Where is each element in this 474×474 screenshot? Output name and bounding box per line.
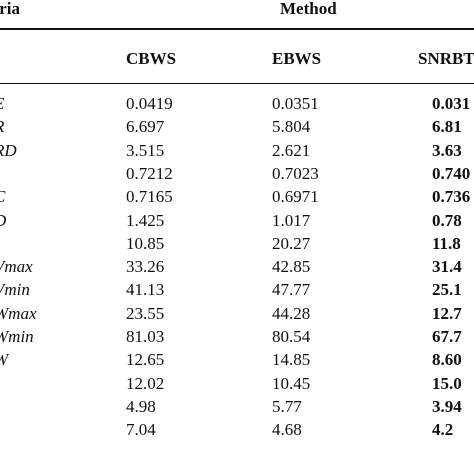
table-row: 4.98 5.77 3.94 [0, 395, 474, 418]
cbws-value-cell: 0.7212 [126, 163, 173, 183]
cbws-value-cell: 0.7165 [126, 187, 173, 207]
ebws-value-cell: 42.85 [272, 257, 311, 277]
ebws-value-cell: 4.68 [272, 420, 302, 440]
snrbt-value-cell: 0.740 [432, 163, 471, 183]
table-row: W 12.65 14.85 8.60 [0, 348, 474, 371]
snrbt-value-cell: 4.2 [432, 420, 454, 440]
criterion-cell: R [0, 115, 4, 138]
column-header-cbws: CBWS [126, 49, 177, 68]
cbws-value-cell: 33.26 [126, 257, 165, 277]
criteria-header: teria [0, 0, 20, 18]
ebws-value-cell: 1.017 [272, 210, 311, 230]
table-row: E 0.0419 0.0351 0.031 [0, 92, 474, 115]
table-row: Wmax 23.55 44.28 12.7 [0, 302, 474, 325]
table-row: RD 3.515 2.621 3.63 [0, 139, 474, 162]
header-rule [0, 83, 474, 84]
snrbt-value-cell: 25.1 [432, 280, 462, 300]
criterion-cell: Wmax [0, 303, 37, 323]
cbws-value-cell: 41.13 [126, 280, 165, 300]
criterion-cell: C [0, 185, 5, 208]
table-row: 7.04 4.68 4.2 [0, 418, 474, 441]
table-row: 12.02 10.45 15.0 [0, 372, 474, 395]
ebws-value-cell: 0.6971 [272, 187, 319, 207]
table-row: Vmin 41.13 47.77 25.1 [0, 278, 474, 301]
cbws-value-cell: 23.55 [126, 303, 165, 323]
ebws-value-cell: 14.85 [272, 350, 311, 370]
ebws-value-cell: 0.7023 [272, 163, 319, 183]
table-row: C 0.7165 0.6971 0.736 [0, 185, 474, 208]
method-header: Method [280, 0, 337, 18]
snrbt-value-cell: 3.63 [432, 140, 462, 160]
ebws-value-cell: 5.804 [272, 117, 311, 137]
table-row: D 1.425 1.017 0.78 [0, 209, 474, 232]
criterion-cell: E [0, 92, 4, 115]
table-row: Wmin 81.03 80.54 67.7 [0, 325, 474, 348]
ebws-value-cell: 20.27 [272, 233, 311, 253]
table-row: R 6.697 5.804 6.81 [0, 115, 474, 138]
criterion-cell: Vmax [0, 257, 33, 277]
criterion-cell: D [0, 209, 6, 232]
ebws-value-cell: 2.621 [272, 140, 311, 160]
snrbt-value-cell: 0.78 [432, 210, 462, 230]
criterion-cell: W [0, 348, 8, 371]
cbws-value-cell: 10.85 [126, 233, 165, 253]
snrbt-value-cell: 67.7 [432, 327, 462, 346]
table-row: 0.7212 0.7023 0.740 [0, 162, 474, 185]
cbws-value-cell: 12.02 [126, 373, 165, 393]
snrbt-value-cell: 3.94 [432, 396, 462, 416]
snrbt-value-cell: 0.736 [432, 187, 471, 207]
snrbt-value-cell: 8.60 [432, 350, 462, 370]
snrbt-value-cell: 11.8 [432, 233, 461, 253]
ebws-value-cell: 44.28 [272, 303, 311, 323]
ebws-value-cell: 10.45 [272, 373, 311, 393]
cbws-value-cell: 0.0419 [126, 94, 173, 113]
column-header-snrbt: SNRBT [418, 49, 474, 68]
ebws-value-cell: 5.77 [272, 396, 302, 416]
snrbt-value-cell: 0.031 [432, 94, 471, 113]
cbws-value-cell: 12.65 [126, 350, 165, 370]
ebws-value-cell: 47.77 [272, 280, 311, 300]
criterion-cell: RD [0, 140, 17, 160]
cbws-value-cell: 4.98 [126, 396, 156, 416]
table-row: Vmax 33.26 42.85 31.4 [0, 255, 474, 278]
cbws-value-cell: 6.697 [126, 117, 165, 137]
cbws-value-cell: 1.425 [126, 210, 165, 230]
criterion-cell: Wmin [0, 327, 34, 346]
snrbt-value-cell: 6.81 [432, 117, 462, 137]
column-header-ebws: EBWS [272, 49, 322, 68]
cbws-value-cell: 7.04 [126, 420, 156, 440]
ebws-value-cell: 80.54 [272, 327, 311, 346]
criterion-cell: Vmin [0, 280, 30, 300]
snrbt-value-cell: 31.4 [432, 257, 462, 277]
snrbt-value-cell: 15.0 [432, 373, 462, 393]
ebws-value-cell: 0.0351 [272, 94, 319, 113]
cbws-value-cell: 81.03 [126, 327, 165, 346]
cbws-value-cell: 3.515 [126, 140, 165, 160]
snrbt-value-cell: 12.7 [432, 303, 462, 323]
top-rule [0, 28, 474, 30]
